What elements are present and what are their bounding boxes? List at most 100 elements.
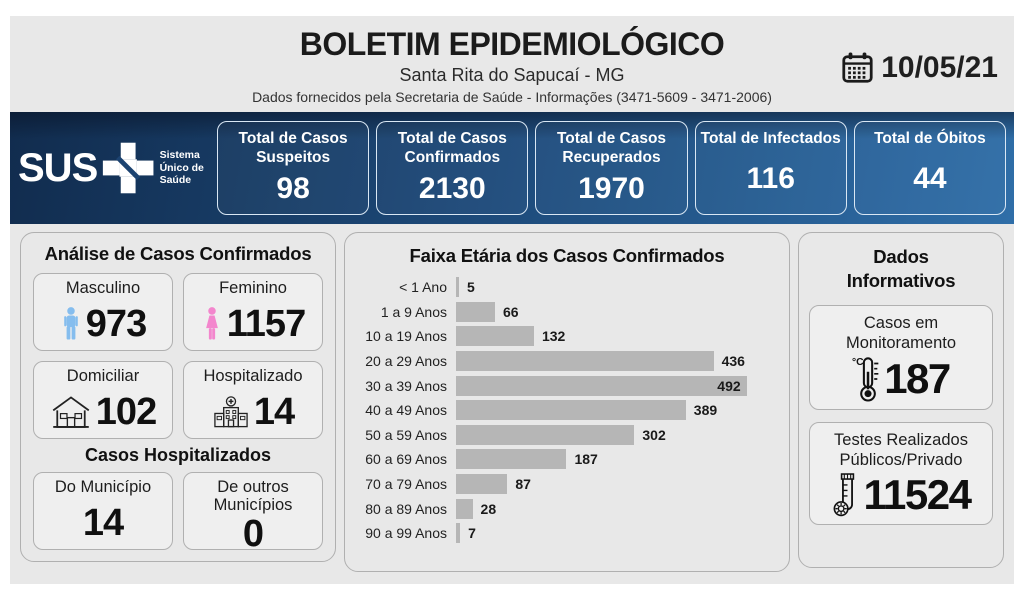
chart-bar [456,449,567,470]
chart-bar [456,375,747,396]
female-icon [205,307,218,340]
location-cards: Domiciliar 102 [33,361,323,439]
hospitalizados-subtitle: Casos Hospitalizados [84,445,272,465]
chart-bar [456,523,461,544]
chart-bar-value: 87 [515,476,531,493]
chart-row-label: 70 a 79 Anos [365,476,447,493]
chart-row-label: 1 a 9 Anos [380,303,447,320]
feminino-label: Feminino [219,279,287,297]
chart-bar [456,400,686,421]
chart-bar [456,474,508,495]
summary-card-value: 1970 [578,171,645,205]
city-subtitle: Santa Rita do Sapucaí - MG [399,65,625,85]
summary-card-label: Total de Óbitos [874,130,986,147]
summary-card-value: 44 [913,162,947,196]
gender-cards: Masculino 973 Feminino [33,273,323,351]
sus-logo-text: SUS [18,145,98,190]
report-date: 10/05/21 [840,50,998,85]
chart-row-label: 30 a 39 Anos [365,377,447,394]
calendar-icon [842,52,873,83]
chart-track: 28 [456,498,775,519]
hospitalizado-card: Hospitalizado [183,361,323,439]
summary-card-value: 98 [276,171,310,205]
testes-label: Testes Realizados Públicos/Privado [834,431,968,469]
info-line: Dados fornecidos pela Secretaria de Saúd… [252,89,772,105]
house-icon [52,396,90,428]
domiciliar-value: 102 [95,390,157,433]
chart-track: 66 [456,301,775,322]
chart-bar [456,326,534,347]
summary-card-confirmados: Total de Casos Confirmados 2130 [376,121,529,215]
testes-card: Testes Realizados Públicos/Privado 11524 [809,422,993,525]
chart-bar-value: 132 [541,328,566,345]
chart-bar-value: 187 [574,451,598,468]
summary-card-label: Total de Casos Recuperados [556,130,667,167]
municipio-value: 14 [82,501,124,544]
chart-row: 1 a 9 Anos 66 [359,300,775,325]
chart-bar [456,301,495,322]
page-title: BOLETIM EPIDEMIOLÓGICO [299,26,725,62]
summary-card-infectados: Total de Infectados 116 [694,121,847,215]
chart-bar-value: 7 [468,525,476,542]
summary-card-value: 116 [746,162,795,196]
summary-card-value: 2130 [418,171,486,205]
testes-value: 11524 [863,470,972,518]
summary-card-label: Total de Casos Confirmados [397,130,507,167]
feminino-card: Feminino 1157 [183,273,323,351]
hospital-cards: Do Município 14 De outros Municípios 0 [33,472,323,555]
chart-row-label: < 1 Ano [399,279,447,296]
chart-row: 40 a 49 Anos 389 [359,398,775,423]
outros-municipios-value: 0 [242,512,264,555]
chart-row: 30 a 39 Anos 492 [359,373,775,398]
chart-bar-value: 492 [717,377,741,394]
monitoramento-value: 187 [884,355,951,403]
chart-row-label: 50 a 59 Anos [365,426,447,443]
chart-row-label: 10 a 19 Anos [365,328,447,345]
chart-row: 70 a 79 Anos 87 [359,472,775,497]
info-panel: Dados Informativos Casos em Monitorament… [798,232,1004,568]
feminino-value: 1157 [226,302,306,345]
date-value: 10/05/21 [881,50,998,84]
male-icon [64,307,78,340]
chart-row-label: 90 a 99 Anos [365,525,447,542]
summary-card-obitos: Total de Óbitos 44 [853,121,1007,215]
sus-cross-icon [103,142,154,194]
chart-bar [456,277,459,298]
chart-track: 492 [456,375,775,396]
chart-track: 87 [456,474,775,495]
bulletin-content: BOLETIM EPIDEMIOLÓGICO Santa Rita do Sap… [10,16,1014,584]
analysis-panel: Análise de Casos Confirmados Masculino [20,232,336,562]
age-chart-title: Faixa Etária dos Casos Confirmados [409,245,725,266]
chart-bar [456,424,635,445]
hospitalizado-value: 14 [253,390,295,433]
chart-row: 80 a 89 Anos 28 [359,496,775,521]
summary-card-recuperados: Total de Casos Recuperados 1970 [535,121,688,215]
chart-track: 5 [456,277,775,298]
age-chart: < 1 Ano 5 1 a 9 Anos 66 10 a 19 Anos 132… [359,275,775,546]
info-panel-title: Dados Informativos [846,246,956,292]
masculino-card: Masculino 973 [33,273,173,351]
hospitalizado-label: Hospitalizado [203,367,303,385]
masculino-value: 973 [85,302,147,345]
chart-bar-value: 302 [642,426,666,443]
chart-row: 90 a 99 Anos 7 [359,521,775,546]
municipio-card: Do Município 14 [33,472,173,550]
chart-bar [456,498,473,519]
monitoramento-label: Casos em Monitoramento [845,314,957,352]
chart-bar-value: 28 [480,500,497,517]
chart-row-label: 20 a 29 Anos [365,353,447,370]
chart-row-label: 40 a 49 Anos [365,402,447,419]
chart-track: 7 [456,523,775,544]
summary-card-label: Total de Casos Suspeitos [238,130,348,167]
header: BOLETIM EPIDEMIOLÓGICO Santa Rita do Sap… [10,16,1014,112]
domiciliar-label: Domiciliar [66,367,140,385]
chart-track: 436 [456,351,775,372]
chart-track: 187 [456,449,775,470]
municipio-label: Do Município [54,478,152,496]
svg-text:°C: °C [852,357,864,368]
summary-card-suspeitos: Total de Casos Suspeitos 98 [217,121,370,215]
chart-track: 389 [456,400,775,421]
chart-track: 132 [456,326,775,347]
sus-tagline: Sistema Único de Saúde [159,149,204,187]
